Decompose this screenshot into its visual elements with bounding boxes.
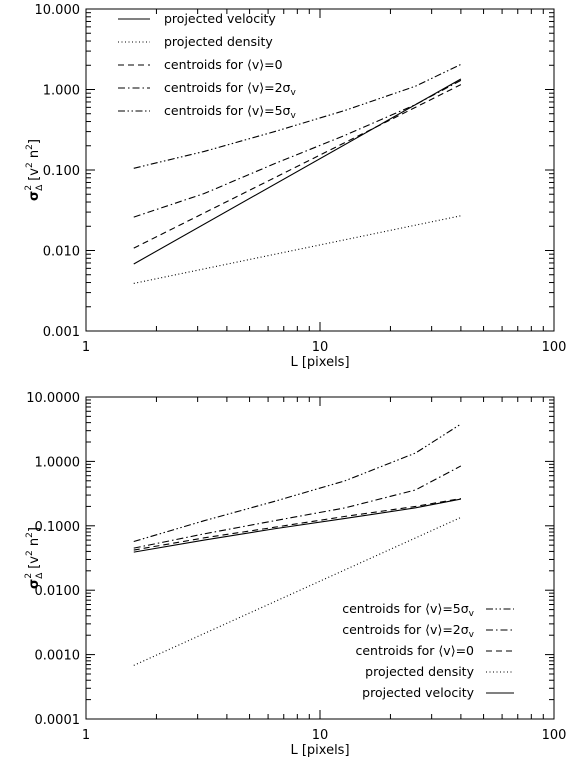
series-line-dashed [133, 497, 461, 551]
series-line-dashed [133, 84, 462, 249]
y-tick-label: 0.001 [43, 325, 80, 340]
y-tick-label: 10.0000 [26, 391, 80, 406]
y-axis-label: σΔ2 [v2 n2] [24, 139, 45, 201]
y-tick-label: 0.0100 [35, 584, 81, 599]
y-tick-label: 0.0010 [35, 649, 81, 664]
y-tick-label: 0.0001 [35, 713, 81, 728]
plot-frame [85, 8, 555, 332]
series-line-solid [133, 78, 462, 265]
x-axis-label: L [pixels] [290, 355, 349, 370]
x-tick-label: 10 [312, 728, 329, 743]
x-tick-label: 1 [82, 340, 90, 355]
plot-frame [85, 396, 555, 720]
series-line-dotted [133, 516, 462, 666]
series-line-dashdotdot [133, 63, 462, 169]
legend-label: projected density [365, 664, 474, 679]
x-tick-label: 100 [542, 340, 567, 355]
legend-label: centroids for ⟨v⟩=5σv [164, 103, 296, 121]
y-tick-label: 10.000 [35, 3, 81, 18]
y-tick-label: 0.1000 [35, 520, 81, 535]
legend-label: projected velocity [164, 11, 276, 26]
y-tick-label: 0.010 [43, 245, 80, 260]
x-axis-label: L [pixels] [290, 743, 349, 758]
upper-chart: 1 10 100 0.001 0.010 0.100 1.000 10.000 L [pixel… [24, 3, 566, 370]
legend-label: centroids for ⟨v⟩=5σv [342, 601, 474, 619]
legend-label: centroids for ⟨v⟩=0 [164, 57, 283, 72]
series-line-solid [133, 498, 461, 553]
y-axis-label: σΔ2 [v2 n2] [24, 527, 45, 589]
legend-label: projected velocity [362, 685, 474, 700]
legend-label: centroids for ⟨v⟩=0 [355, 643, 474, 658]
series-line-dashdot [133, 465, 462, 549]
legend-label: projected density [164, 34, 273, 49]
series-line-dotted [133, 215, 461, 284]
lower-chart: 1 10 100 0.0001 0.0010 0.0100 0.1000 1.0000 10.0… [24, 391, 566, 758]
legend-label: centroids for ⟨v⟩=2σv [164, 80, 296, 98]
legend-label: centroids for ⟨v⟩=2σv [342, 622, 474, 640]
y-tick-label: 0.100 [43, 164, 80, 179]
x-tick-label: 10 [312, 340, 329, 355]
series-line-dashdot [133, 79, 462, 218]
y-tick-label: 1.000 [43, 84, 80, 99]
x-tick-label: 100 [542, 728, 567, 743]
y-tick-label: 1.0000 [35, 455, 81, 470]
x-tick-label: 1 [82, 728, 90, 743]
